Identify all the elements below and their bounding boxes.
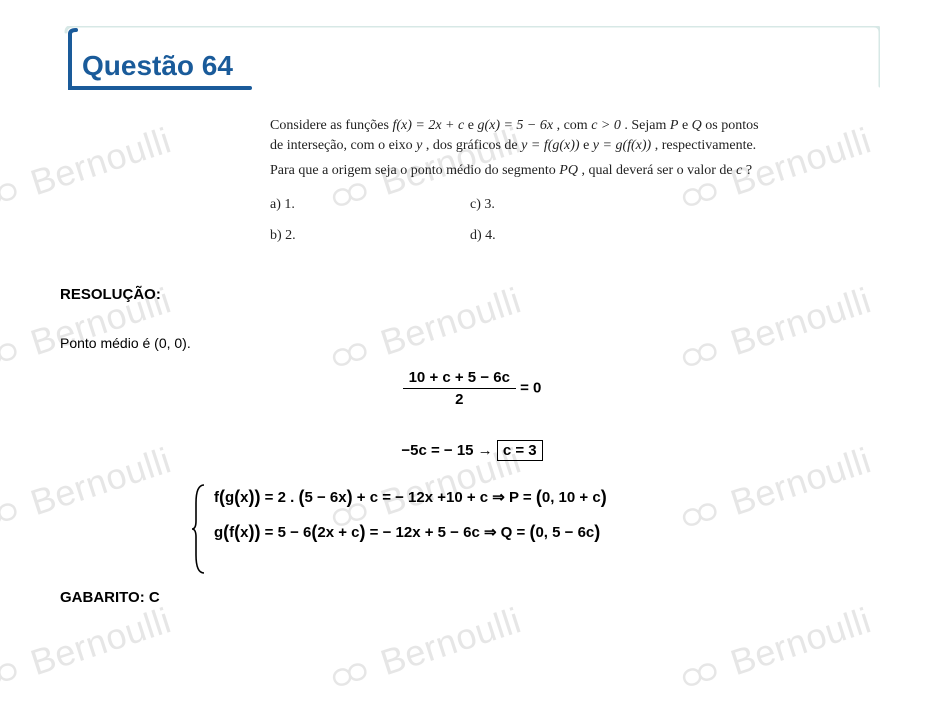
alternative-b: b) 2. [270, 226, 470, 246]
stmt-p3-mid: , qual deverá ser o valor de [581, 163, 736, 178]
resolution-fraction: 10 + c + 5 − 6c 2 = 0 [60, 369, 884, 408]
stmt-p2-mid1: e [682, 118, 692, 133]
alternative-d: d) 4. [470, 226, 670, 246]
stmt-y: y [416, 138, 422, 153]
alternative-c: c) 3. [470, 195, 670, 215]
question-statement: Considere as funções f(x) = 2x + c e g(x… [270, 116, 770, 246]
stmt-PQ: PQ [559, 163, 578, 178]
stmt-p2-mid3: , dos gráficos de [426, 138, 521, 153]
stmt-g: g(x) = 5 − 6x [477, 118, 553, 133]
stmt-cond: c > 0 [591, 118, 621, 133]
stmt-p1-pre: Considere as funções [270, 118, 392, 133]
system-line-1: f(g(x)) = 2 . (5 − 6x) + c = − 12x +10 +… [214, 489, 607, 506]
stmt-P: P [670, 118, 679, 133]
frac-denominator: 2 [403, 389, 516, 408]
stmt-p2-end: , respectivamente. [655, 138, 756, 153]
page-content: Questão 64 Considere as funções f(x) = 2… [0, 0, 934, 626]
stmt-p1-mid1: e [468, 118, 478, 133]
stmt-p1-end: . [624, 118, 628, 133]
resolution-step2: −5c = − 15 → c = 3 [60, 442, 884, 459]
step2-boxed: c = 3 [497, 440, 543, 461]
alternative-a: a) 1. [270, 195, 470, 215]
stmt-Q: Q [692, 118, 702, 133]
frac-numerator: 10 + c + 5 − 6c [403, 369, 516, 389]
stmt-f: f(x) = 2x + c [392, 118, 464, 133]
stmt-p3-end: ? [746, 163, 752, 178]
frac-equals: = 0 [520, 379, 541, 396]
stmt-p1-mid2: , com [557, 118, 592, 133]
question-number-title: Questão 64 [82, 50, 233, 82]
question-banner: Questão 64 [60, 26, 884, 96]
resolution-system: f(g(x)) = 2 . (5 − 6x) + c = − 12x +10 +… [192, 487, 752, 543]
stmt-c: c [736, 163, 742, 178]
answer-label: GABARITO: C [60, 589, 884, 606]
stmt-p3-pre: Para que a origem seja o ponto médio do … [270, 163, 559, 178]
resolution-heading: RESOLUÇÃO: [60, 286, 884, 303]
brace-icon [192, 483, 208, 575]
stmt-eq1: y = f(g(x)) [521, 138, 579, 153]
stmt-p2-mid4: e [583, 138, 593, 153]
step2-left: −5c = − 15 → [401, 442, 497, 459]
stmt-p2-pre: Sejam [631, 118, 670, 133]
resolution-midpoint: Ponto médio é (0, 0). [60, 335, 884, 351]
system-line-2: g(f(x)) = 5 − 6(2x + c) = − 12x + 5 − 6c… [214, 524, 600, 541]
stmt-eq2: y = g(f(x)) [593, 138, 651, 153]
